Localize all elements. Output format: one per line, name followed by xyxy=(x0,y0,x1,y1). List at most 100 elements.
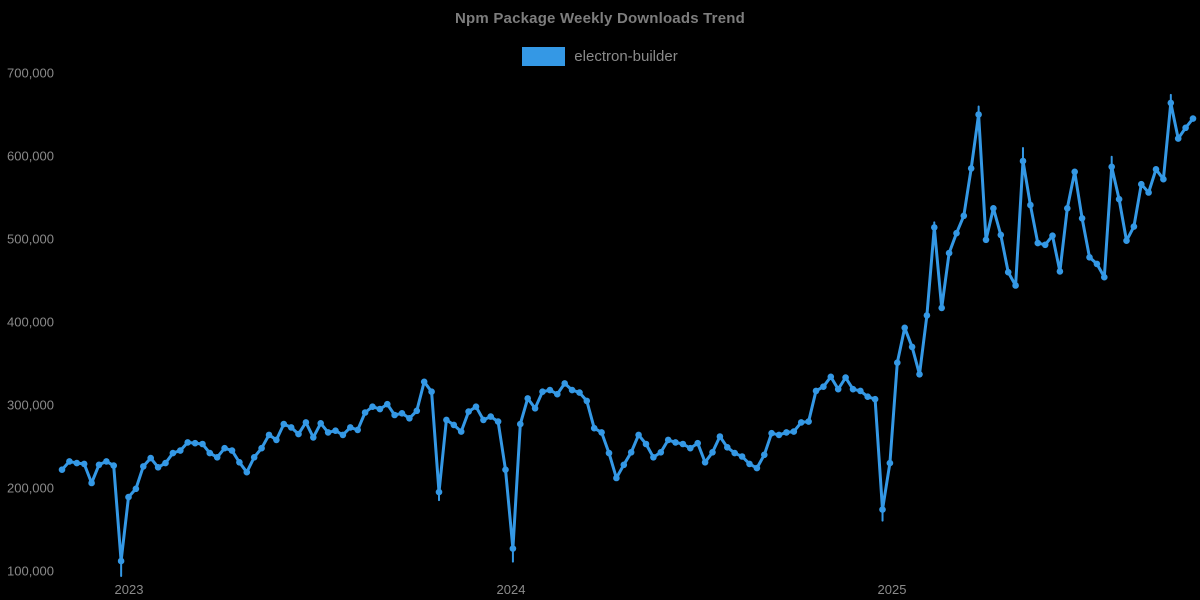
data-point[interactable] xyxy=(191,439,199,447)
data-point[interactable] xyxy=(236,459,243,466)
data-point[interactable] xyxy=(827,373,835,381)
data-point[interactable] xyxy=(857,387,864,395)
data-point[interactable] xyxy=(140,463,147,470)
data-point[interactable] xyxy=(953,229,960,237)
data-point[interactable] xyxy=(221,444,228,452)
data-point[interactable] xyxy=(376,405,384,413)
data-point[interactable] xyxy=(864,393,871,401)
data-point[interactable] xyxy=(657,449,665,456)
data-point[interactable] xyxy=(162,459,169,467)
data-point[interactable] xyxy=(1108,163,1115,171)
data-point[interactable] xyxy=(568,386,576,394)
legend-item-electron-builder[interactable]: electron-builder xyxy=(574,48,678,65)
data-point[interactable] xyxy=(88,479,95,487)
data-point[interactable] xyxy=(842,374,849,381)
data-point[interactable] xyxy=(354,426,362,434)
data-point[interactable] xyxy=(1027,201,1034,209)
data-point[interactable] xyxy=(709,449,716,456)
data-point[interactable] xyxy=(1049,232,1056,239)
data-point[interactable] xyxy=(1123,237,1130,244)
data-point[interactable] xyxy=(938,304,945,312)
data-point[interactable] xyxy=(517,420,524,428)
data-point[interactable] xyxy=(494,418,502,425)
data-point[interactable] xyxy=(997,231,1005,239)
data-point[interactable] xyxy=(583,397,591,405)
data-point[interactable] xyxy=(539,388,546,396)
data-point[interactable] xyxy=(605,449,613,457)
data-point[interactable] xyxy=(923,312,931,319)
data-point[interactable] xyxy=(1064,205,1071,212)
data-point[interactable] xyxy=(834,385,842,393)
data-point[interactable] xyxy=(361,409,369,416)
data-point[interactable] xyxy=(258,444,265,452)
data-point[interactable] xyxy=(332,427,339,435)
data-point[interactable] xyxy=(635,431,642,439)
data-point[interactable] xyxy=(265,431,273,439)
data-point[interactable] xyxy=(613,474,620,482)
data-point[interactable] xyxy=(1101,273,1108,281)
data-point[interactable] xyxy=(775,431,783,439)
data-point[interactable] xyxy=(420,378,428,386)
data-point[interactable] xyxy=(916,371,923,378)
data-point[interactable] xyxy=(125,493,132,501)
data-point[interactable] xyxy=(339,431,347,439)
data-point[interactable] xyxy=(1034,239,1042,247)
data-point[interactable] xyxy=(746,460,753,468)
data-point[interactable] xyxy=(398,410,406,417)
data-point[interactable] xyxy=(1152,166,1160,173)
data-point[interactable] xyxy=(147,454,154,462)
data-point[interactable] xyxy=(457,428,465,435)
data-point[interactable] xyxy=(738,453,746,460)
data-point[interactable] xyxy=(731,449,738,457)
data-point[interactable] xyxy=(524,395,531,402)
data-point[interactable] xyxy=(672,439,679,446)
data-point[interactable] xyxy=(184,439,191,446)
data-point[interactable] xyxy=(576,389,583,396)
data-point[interactable] xyxy=(849,385,857,393)
data-point[interactable] xyxy=(450,421,458,429)
data-point[interactable] xyxy=(1041,241,1049,249)
data-point[interactable] xyxy=(1115,195,1123,203)
data-point[interactable] xyxy=(1071,168,1078,176)
data-point[interactable] xyxy=(310,434,317,441)
data-point[interactable] xyxy=(546,386,554,394)
data-point[interactable] xyxy=(502,466,509,474)
data-point[interactable] xyxy=(627,449,635,456)
data-point[interactable] xyxy=(812,387,820,395)
data-point[interactable] xyxy=(753,464,761,472)
data-point[interactable] xyxy=(879,506,886,513)
data-point[interactable] xyxy=(206,449,214,457)
data-point[interactable] xyxy=(620,461,628,469)
data-point[interactable] xyxy=(213,454,221,461)
data-point[interactable] xyxy=(975,111,982,118)
data-point[interactable] xyxy=(302,419,310,426)
data-point[interactable] xyxy=(250,454,258,461)
data-point[interactable] xyxy=(103,458,110,465)
data-point[interactable] xyxy=(324,429,332,436)
data-point[interactable] xyxy=(894,359,901,367)
data-point[interactable] xyxy=(1086,253,1093,261)
data-point[interactable] xyxy=(768,429,775,437)
data-point[interactable] xyxy=(590,424,598,432)
data-point[interactable] xyxy=(1019,157,1027,165)
data-point[interactable] xyxy=(472,403,480,411)
data-point[interactable] xyxy=(1182,124,1189,132)
data-point[interactable] xyxy=(443,416,450,424)
data-point[interactable] xyxy=(1174,135,1182,142)
data-point[interactable] xyxy=(1145,189,1152,196)
data-point[interactable] xyxy=(1160,175,1167,183)
data-point[interactable] xyxy=(990,205,997,212)
data-point[interactable] xyxy=(1078,215,1086,222)
data-point[interactable] xyxy=(886,459,894,467)
data-point[interactable] xyxy=(347,424,354,431)
data-point[interactable] xyxy=(95,461,103,469)
data-point[interactable] xyxy=(58,466,66,474)
data-point[interactable] xyxy=(280,420,288,428)
data-point[interactable] xyxy=(287,424,295,431)
data-point[interactable] xyxy=(1189,115,1197,122)
data-point[interactable] xyxy=(820,383,827,391)
data-point[interactable] xyxy=(177,447,184,454)
data-point[interactable] xyxy=(797,419,805,426)
data-point[interactable] xyxy=(509,545,517,552)
